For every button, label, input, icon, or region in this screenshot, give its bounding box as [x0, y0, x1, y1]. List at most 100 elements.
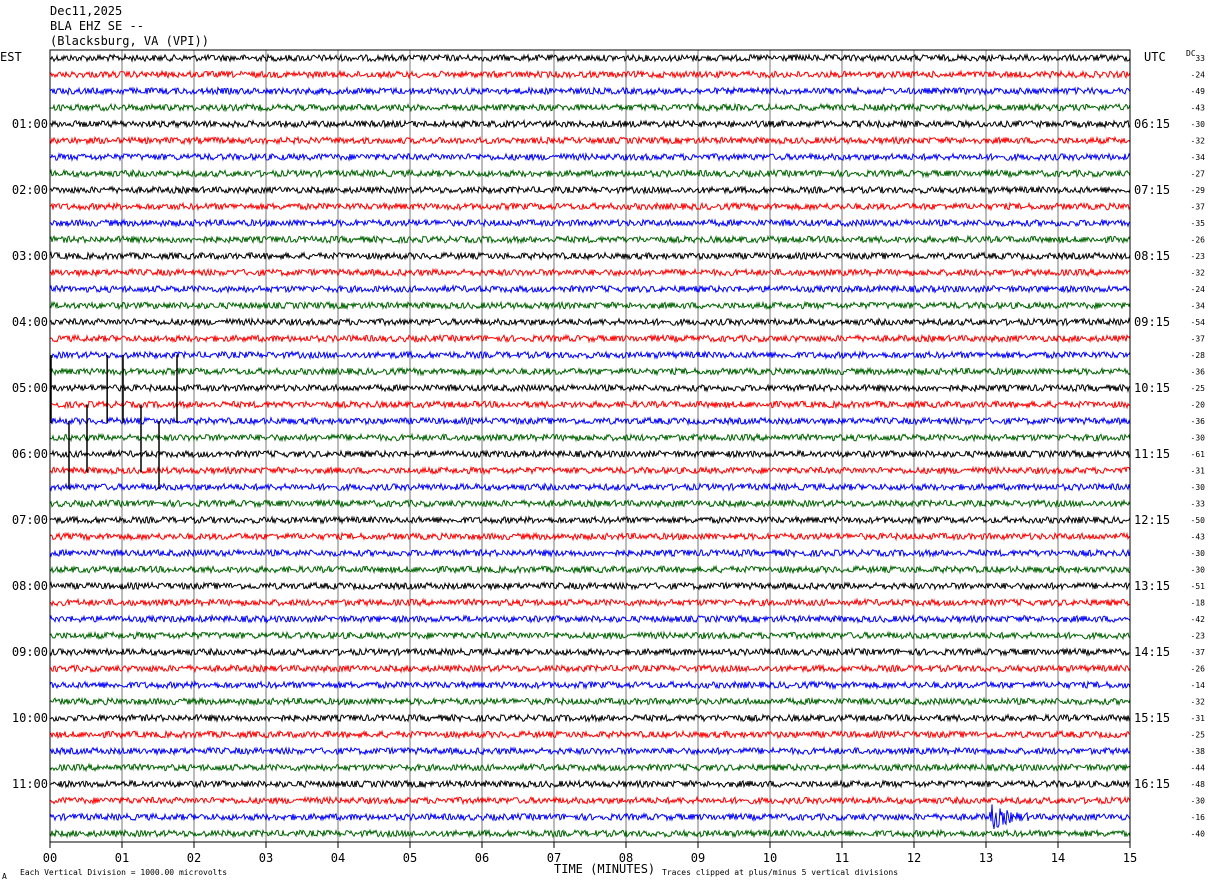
dc-offset-label: -29 [1191, 186, 1206, 195]
dc-offset-label: -54 [1191, 318, 1206, 327]
utc-hour-label: 10:15 [1134, 381, 1170, 395]
x-tick-label: 13 [979, 851, 993, 865]
est-hour-label: 03:00 [12, 249, 48, 263]
footer-mark: A [2, 872, 7, 881]
trace-line [49, 729, 1131, 740]
dc-offset-label: -31 [1191, 714, 1206, 723]
dc-offset-label: -14 [1191, 681, 1206, 690]
trace-line [49, 515, 1131, 525]
trace-line [49, 482, 1131, 493]
dc-offset-label: -36 [1191, 368, 1206, 377]
x-tick-label: 02 [187, 851, 201, 865]
trace-line [49, 580, 1131, 592]
est-hour-label: 08:00 [12, 579, 48, 593]
trace-line [49, 201, 1131, 212]
vertical-scale-note: Each Vertical Division = 1000.00 microvo… [20, 868, 228, 877]
trace-line [49, 795, 1131, 806]
est-hour-label: 02:00 [12, 183, 48, 197]
dc-offset-label: -26 [1191, 236, 1206, 245]
dc-offset-label: -37 [1191, 335, 1206, 344]
dc-offset-label: -43 [1191, 533, 1206, 542]
dc-offset-label: -20 [1191, 401, 1206, 410]
dc-offset-label: -35 [1191, 219, 1206, 228]
utc-hour-label: 14:15 [1134, 645, 1170, 659]
dc-offset-label: -28 [1191, 351, 1206, 360]
trace-line [49, 102, 1131, 113]
trace-line [49, 152, 1131, 163]
utc-axis-label: UTC [1144, 50, 1166, 64]
dc-offset-label: -26 [1191, 665, 1206, 674]
x-tick-label: 14 [1051, 851, 1065, 865]
trace-line [49, 85, 1131, 97]
dc-offset-label: -37 [1191, 648, 1206, 657]
trace-line [49, 448, 1131, 459]
plot-frame [49, 49, 1131, 843]
trace-line [49, 399, 1131, 410]
dc-offset-label: -34 [1191, 302, 1206, 311]
est-hour-label: 06:00 [12, 447, 48, 461]
trace-line [49, 168, 1131, 179]
dc-offset-label: -16 [1191, 813, 1206, 822]
trace-line [49, 218, 1131, 228]
trace-line [49, 383, 1131, 394]
trace-line [49, 548, 1131, 559]
utc-hour-label: 07:15 [1134, 183, 1170, 197]
dc-offset-label: -38 [1191, 747, 1206, 756]
dc-offset-label: -23 [1191, 252, 1206, 261]
trace-line [49, 184, 1131, 196]
station-location: (Blacksburg, VA (VPI)) [50, 34, 209, 48]
utc-hour-label: 09:15 [1134, 315, 1170, 329]
trace-line [49, 779, 1131, 790]
trace-line [49, 613, 1131, 625]
dc-offset-label: -30 [1191, 549, 1206, 558]
dc-offset-label: -18 [1191, 599, 1206, 608]
dc-label: DC [1186, 49, 1196, 58]
trace-line [49, 415, 1131, 427]
trace-line [49, 283, 1131, 294]
trace-line [49, 234, 1131, 245]
dc-offset-label: -33 [1191, 500, 1206, 509]
trace-line [49, 465, 1131, 476]
dc-offset-labels: 33 -24 -49 -43 -30 -32 -34 -27 -29 -37 -35 -26 -23 -3… [1191, 54, 1206, 839]
dc-offset-label: -42 [1191, 615, 1206, 624]
dc-offset-label: -30 [1191, 483, 1206, 492]
utc-hour-label: 16:15 [1134, 777, 1170, 791]
trace-line [49, 804, 1131, 829]
est-hour-label: 04:00 [12, 315, 48, 329]
dc-offset-label: -24 [1191, 285, 1206, 294]
trace-group [49, 52, 1131, 839]
trace-line [49, 696, 1131, 707]
trace-line [49, 250, 1131, 262]
x-tick-labels: 00 01 02 03 04 05 06 07 08 09 10 11 12 13 14 15 [43, 842, 1137, 865]
dc-offset-label: -24 [1191, 71, 1206, 80]
x-axis-title: TIME (MINUTES) [554, 862, 656, 876]
trace-line [49, 52, 1131, 63]
x-tick-label: 09 [691, 851, 705, 865]
x-tick-label: 03 [259, 851, 273, 865]
dc-offset-label: -61 [1191, 450, 1206, 459]
grid-lines [121, 50, 1059, 842]
x-tick-label: 00 [43, 851, 57, 865]
trace-line [49, 300, 1131, 311]
x-tick-label: 04 [331, 851, 345, 865]
x-tick-label: 12 [907, 851, 921, 865]
dc-offset-label: -48 [1191, 780, 1206, 789]
event-group [50, 355, 178, 489]
dc-offset-label: -34 [1191, 153, 1206, 162]
est-hour-labels: 01:00 02:00 03:00 04:00 05:00 06:00 07:00 08:00… [12, 117, 48, 791]
dc-offset-label: -32 [1191, 269, 1206, 278]
trace-line [49, 597, 1131, 608]
dc-offset-label: -43 [1191, 104, 1206, 113]
dc-offset-label: -37 [1191, 203, 1206, 212]
dc-offset-label: -25 [1191, 384, 1206, 393]
est-hour-label: 07:00 [12, 513, 48, 527]
trace-line [49, 630, 1131, 641]
dc-offset-label: -31 [1191, 467, 1206, 476]
dc-offset-label: -30 [1191, 434, 1206, 443]
dc-offset-label: -27 [1191, 170, 1206, 179]
trace-line [49, 680, 1131, 691]
dc-offset-label: -49 [1191, 87, 1206, 96]
utc-hour-label: 08:15 [1134, 249, 1170, 263]
x-tick-label: 15 [1123, 851, 1137, 865]
